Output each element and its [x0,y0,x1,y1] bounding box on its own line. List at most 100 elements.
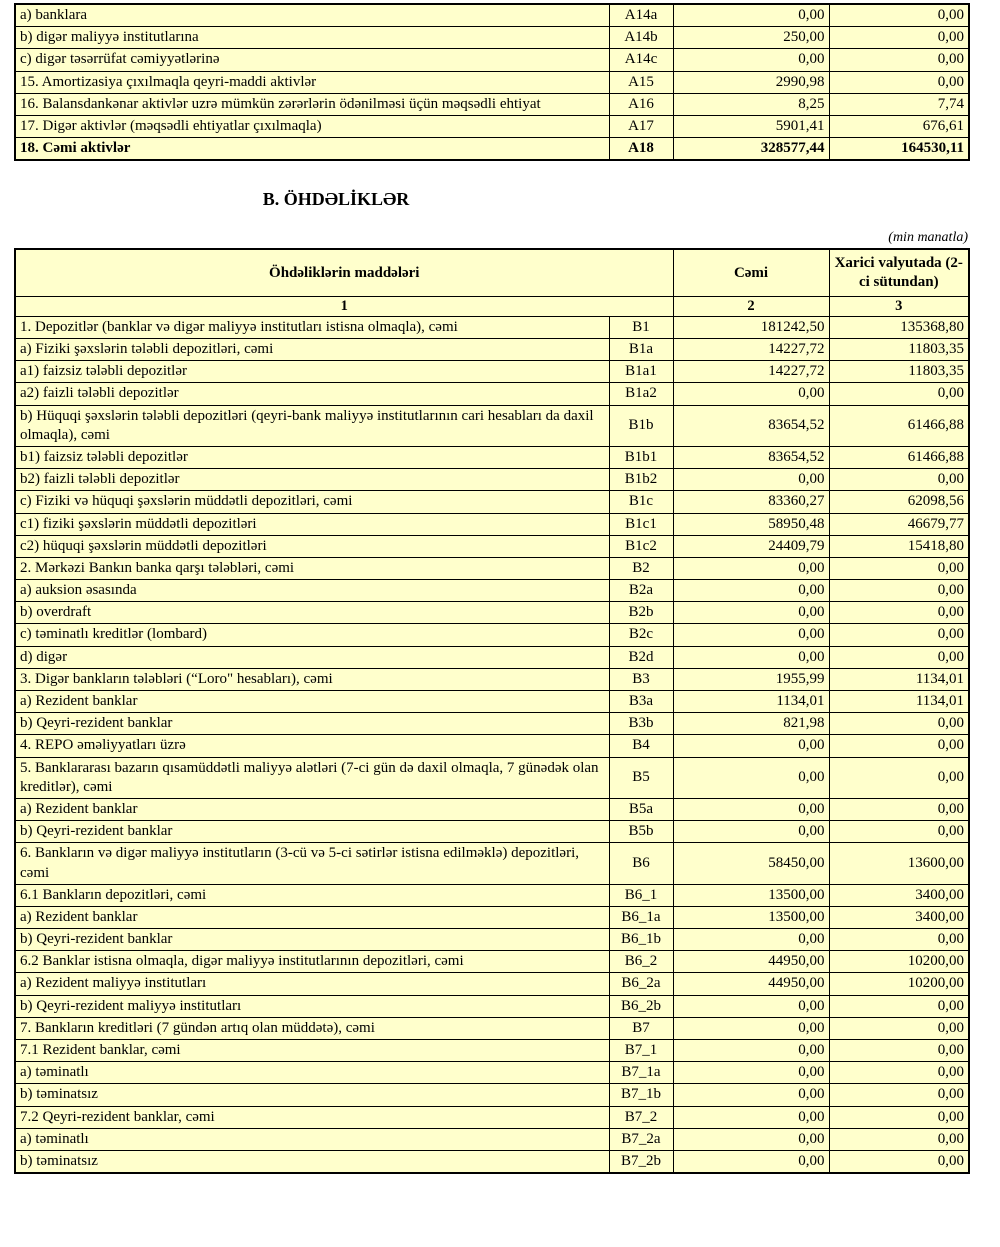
table-row: 3. Digər bankların tələbləri (“Loro" hes… [14,667,970,692]
row-total: 44950,00 [672,972,830,996]
row-foreign: 0,00 [828,1149,970,1174]
row-label: b) Hüquqi şəxslərin tələbli depozitləri … [14,404,610,447]
row-total: 0,00 [672,820,830,844]
row-total: 0,00 [672,1105,830,1129]
row-label: a2) faizli tələbli depozitlər [14,382,610,406]
row-label: 6.2 Banklar istisna olmaqla, digər maliy… [14,950,610,974]
row-label: 7.1 Rezident banklar, cəmi [14,1039,610,1063]
row-total: 0,00 [672,928,830,952]
row-label: b) Qeyri-rezident banklar [14,820,610,844]
row-code: B1a [608,338,674,362]
table-row: b) Qeyri-rezident banklar B5b 0,00 0,00 [14,820,970,844]
table-row: 15. Amortizasiya çıxılmaqla qeyri-maddi … [14,70,970,94]
row-foreign: 0,00 [828,1039,970,1063]
row-foreign: 10200,00 [828,950,970,974]
row-foreign: 0,00 [828,712,970,736]
row-label: 7. Bankların kreditləri (7 gündən artıq … [14,1016,610,1041]
table-row: c1) fiziki şəxslərin müddətli depozitlər… [14,512,970,536]
table-row: a) Rezident banklar B3a 1134,01 1134,01 [14,690,970,714]
table-row: b1) faizsiz tələbli depozitlər B1b1 83654,… [14,445,970,470]
row-total: 0,00 [672,468,830,492]
row-code: B7_1a [608,1061,674,1085]
row-code: B1c2 [608,534,674,558]
assets-table: a) banklara A14a 0,00 0,00 b) digər maliyyə … [14,3,970,162]
row-total: 8,25 [672,92,830,116]
row-label: c1) fiziki şəxslərin müddətli depozitlər… [14,512,610,536]
table-row: 1. Depozitlər (banklar və digər maliyyə … [14,315,970,340]
row-label: 15. Amortizasiya çıxılmaqla qeyri-maddi … [14,70,610,94]
table-row: 6.1 Bankların depozitləri, cəmi B6_1 13500… [14,883,970,907]
row-code: B1a2 [608,382,674,406]
table-row: c) Fiziki və hüquqi şəxslərin müddətli d… [14,490,970,514]
row-label: 3. Digər bankların tələbləri (“Loro" hes… [14,667,610,692]
row-code: B2 [608,556,674,581]
row-foreign: 0,00 [828,48,970,72]
row-foreign: 11803,35 [828,360,970,384]
row-code: A14a [608,3,674,28]
table-row: b2) faizli tələbli depozitlər B1b2 0,00 0,0… [14,468,970,492]
row-total: 0,00 [672,601,830,625]
row-total: 0,00 [672,1127,830,1151]
row-total: 58950,48 [672,512,830,536]
row-label: 16. Balansdankənar aktivlər uzrə mümkün … [14,92,610,116]
row-label: b) təminatsız [14,1083,610,1107]
table-row: b) təminatsız B7_1b 0,00 0,00 [14,1083,970,1107]
row-total: 14227,72 [672,338,830,362]
row-code: B2a [608,579,674,603]
row-label: b1) faizsiz tələbli depozitlər [14,445,610,470]
row-total: 181242,50 [672,315,830,340]
row-total: 0,00 [672,623,830,647]
row-foreign: 0,00 [828,382,970,406]
liabilities-table: Öhdəliklərin maddələri Cəmi Xarici valyu… [14,248,971,1175]
row-code: B5 [608,756,674,799]
row-code: A17 [608,114,674,139]
row-label: a) Rezident banklar [14,690,610,714]
table-row: a) banklara A14a 0,00 0,00 [14,3,970,28]
row-label: 18. Cəmi aktivlər [14,137,610,161]
row-code: B3b [608,712,674,736]
row-code: B1b1 [608,445,674,470]
row-total: 13500,00 [672,883,830,907]
unit-note: (min manatla) [888,230,968,246]
row-foreign: 0,00 [828,928,970,952]
row-foreign: 0,00 [828,994,970,1018]
row-label: 6. Bankların və digər maliyyə institutla… [14,842,610,885]
table-row: c) digər təsərrüfat cəmiyyətlərinə A14c 0,… [14,48,970,72]
items-column-header: Öhdəliklərin maddələri [14,248,674,298]
table-row: 2. Mərkəzi Bankın banka qarşı tələbləri,… [14,556,970,581]
row-label: a) təminatlı [14,1061,610,1085]
row-total: 83360,27 [672,490,830,514]
table-row: b) Qeyri-rezident banklar B3b 821,98 0,00 [14,712,970,736]
row-code: B6_2b [608,994,674,1018]
row-foreign: 0,00 [828,1105,970,1129]
row-label: 7.2 Qeyri-rezident banklar, cəmi [14,1105,610,1129]
table-row: b) təminatsız B7_2b 0,00 0,00 [14,1149,970,1174]
table-row: a) Fiziki şəxslərin tələbli depozitləri,… [14,338,970,362]
row-label: b) Qeyri-rezident banklar [14,712,610,736]
row-label: a) Rezident banklar [14,797,610,822]
table-row: a) təminatlı B7_1a 0,00 0,00 [14,1061,970,1085]
row-code: B1b [608,404,674,447]
row-code: B7_1b [608,1083,674,1107]
row-foreign: 0,00 [828,645,970,669]
row-foreign: 676,61 [828,114,970,139]
row-code: B7_2b [608,1149,674,1174]
row-code: B3a [608,690,674,714]
row-code: B1 [608,315,674,340]
row-code: B3 [608,667,674,692]
row-label: c) Fiziki və hüquqi şəxslərin müddətli d… [14,490,610,514]
row-foreign: 3400,00 [828,905,970,930]
liabilities-table-body: 1. Depozitlər (banklar və digər maliyyə … [14,315,970,1174]
row-label: a) təminatlı [14,1127,610,1151]
table-row: b) Qeyri-rezident maliyyə institutları B6… [14,994,970,1018]
row-total: 328577,44 [672,137,830,161]
row-foreign: 61466,88 [828,445,970,470]
row-total: 821,98 [672,712,830,736]
row-code: B7_2a [608,1127,674,1151]
row-code: B6_1 [608,883,674,907]
row-label: d) digər [14,645,610,669]
row-total: 0,00 [672,1149,830,1174]
row-label: a) banklara [14,3,610,28]
row-total: 14227,72 [672,360,830,384]
